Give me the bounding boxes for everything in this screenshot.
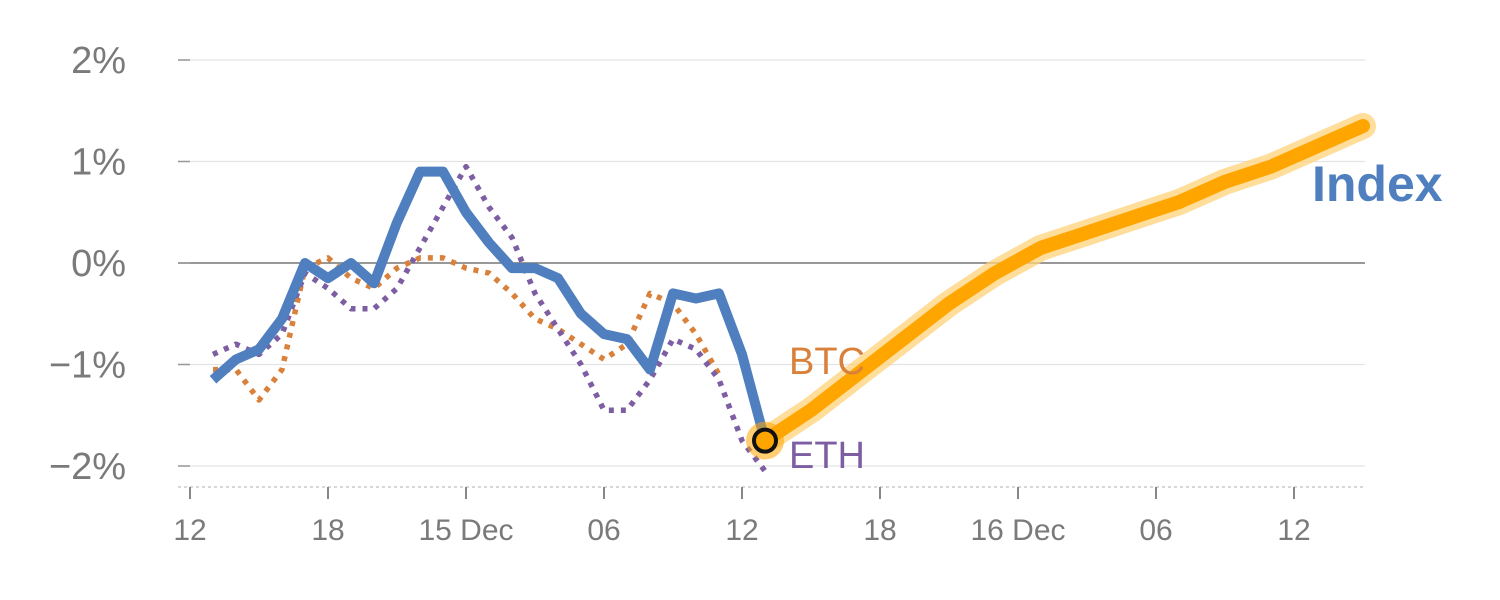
marker-dot (752, 427, 778, 454)
series-label-btc: BTC (789, 341, 865, 383)
y-tick-label: 1% (71, 142, 126, 184)
y-tick-label: 0% (71, 243, 126, 285)
x-tick-label: 12 (173, 514, 206, 547)
series-label-index: Index (1312, 156, 1443, 212)
x-tick-label: 12 (1277, 514, 1310, 547)
series-line-index (209, 166, 770, 442)
y-tick-label: 2% (71, 40, 126, 82)
grid-lines (178, 59, 1365, 467)
endpoint-marker (746, 421, 784, 460)
series-line-btc (213, 255, 722, 403)
axes: 2% 1% 0% −1% −2% 12 18 15 Dec 06 12 18 16 Dec 06 12 (49, 40, 1365, 547)
y-tick-label: −2% (49, 446, 126, 488)
x-tick-label: 15 Dec (418, 514, 513, 547)
y-tick-label: −1% (49, 345, 126, 387)
x-tick-label: 16 Dec (970, 514, 1065, 547)
series-lines (209, 113, 1376, 473)
x-tick-label: 18 (311, 514, 344, 547)
series-line-eth (211, 163, 768, 473)
x-tick-label: 12 (725, 514, 758, 547)
x-tick-label: 06 (1139, 514, 1172, 547)
x-tick-label: 18 (863, 514, 896, 547)
series-line-index-forecast (758, 119, 1370, 448)
x-tick-label: 06 (587, 514, 620, 547)
series-label-eth: ETH (789, 435, 865, 477)
series-labels: BTC ETH Index (789, 156, 1443, 477)
